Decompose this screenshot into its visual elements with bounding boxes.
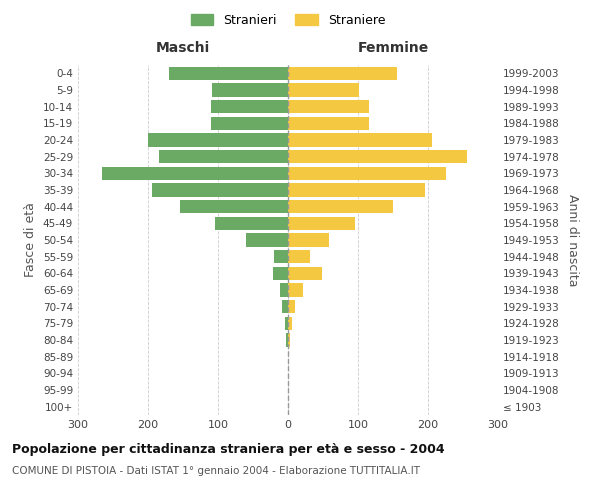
Bar [169,66,288,80]
Bar [288,100,368,114]
Text: Maschi: Maschi [156,40,210,54]
Bar [288,266,322,280]
Text: Popolazione per cittadinanza straniera per età e sesso - 2004: Popolazione per cittadinanza straniera p… [12,442,445,456]
Bar [284,316,288,330]
Bar [211,100,288,114]
Bar [280,284,288,296]
Bar [288,66,397,80]
Bar [288,184,425,196]
Bar [286,334,288,346]
Bar [288,166,445,180]
Bar [283,300,288,314]
Bar [215,216,288,230]
Bar [288,200,393,213]
Bar [288,250,310,264]
Bar [288,300,295,314]
Bar [179,200,288,213]
Legend: Stranieri, Straniere: Stranieri, Straniere [185,8,391,32]
Bar [272,266,288,280]
Bar [288,284,304,296]
Bar [151,184,288,196]
Bar [288,234,329,246]
Y-axis label: Anni di nascita: Anni di nascita [566,194,579,286]
Bar [211,116,288,130]
Bar [288,84,359,96]
Text: COMUNE DI PISTOIA - Dati ISTAT 1° gennaio 2004 - Elaborazione TUTTITALIA.IT: COMUNE DI PISTOIA - Dati ISTAT 1° gennai… [12,466,420,476]
Bar [274,250,288,264]
Bar [288,216,355,230]
Bar [103,166,288,180]
Bar [148,134,288,146]
Text: Femmine: Femmine [358,40,428,54]
Bar [288,150,467,164]
Bar [288,116,368,130]
Bar [288,334,290,346]
Bar [288,316,292,330]
Bar [246,234,288,246]
Bar [288,134,431,146]
Bar [158,150,288,164]
Y-axis label: Fasce di età: Fasce di età [25,202,37,278]
Bar [212,84,288,96]
